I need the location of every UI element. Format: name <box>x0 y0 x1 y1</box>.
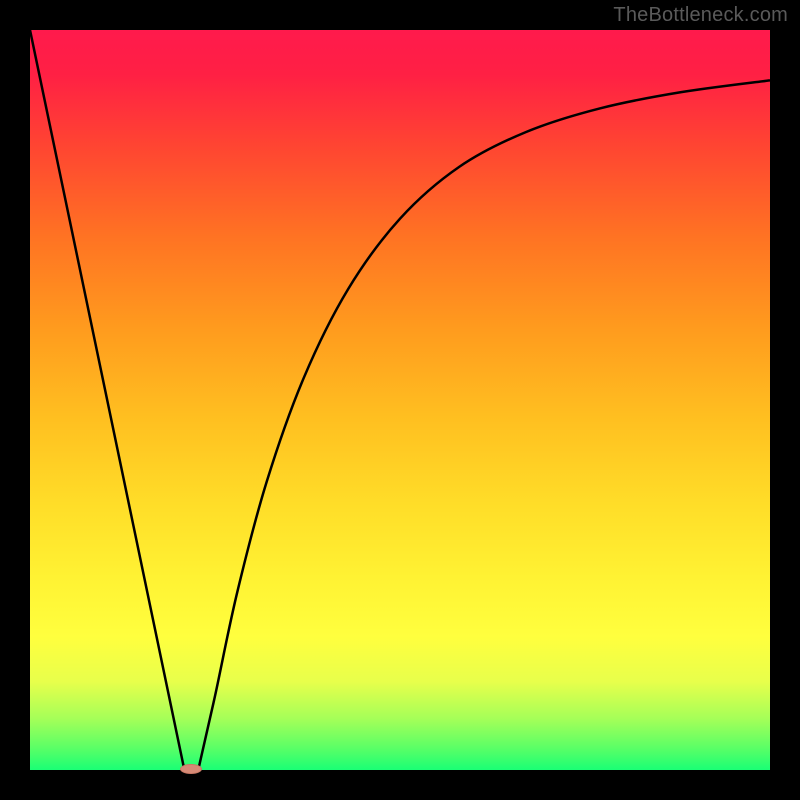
minimum-marker <box>180 764 202 774</box>
bottleneck-curve <box>30 30 770 768</box>
watermark-text: TheBottleneck.com <box>613 4 788 27</box>
plot-area <box>30 30 770 770</box>
curve-layer <box>30 30 770 770</box>
chart-container: TheBottleneck.com <box>0 0 800 800</box>
